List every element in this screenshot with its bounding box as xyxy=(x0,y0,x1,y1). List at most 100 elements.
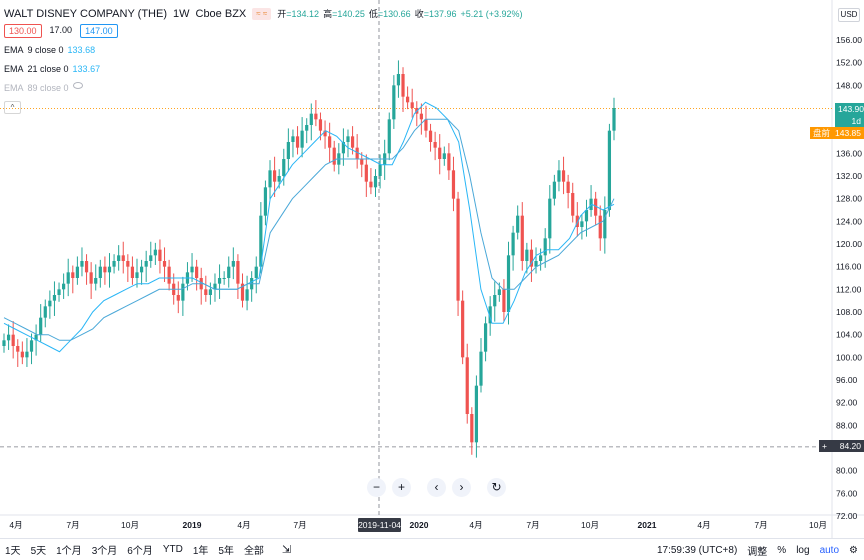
x-tick-label: 7月 xyxy=(526,520,539,530)
candle-body xyxy=(57,289,61,295)
candle-body xyxy=(11,334,15,346)
candle-body xyxy=(16,346,20,352)
candle-body xyxy=(20,351,24,358)
candle-body xyxy=(217,278,222,284)
range-3m[interactable]: 3个月 xyxy=(91,546,118,557)
candle-body xyxy=(80,261,84,267)
candle-body xyxy=(2,340,6,346)
log-toggle[interactable]: log xyxy=(796,544,810,556)
chart-nav: − + ‹ › ↻ xyxy=(367,478,506,497)
candle-body xyxy=(433,142,437,148)
last-price-label: 143.90 xyxy=(835,103,864,115)
range-6m[interactable]: 6个月 xyxy=(127,546,153,557)
adjust-toggle[interactable]: 调整 xyxy=(747,546,768,558)
x-tick-label: 2019 xyxy=(183,520,202,530)
y-tick-label: 108.00 xyxy=(836,307,862,317)
legend: WALT DISNEY COMPANY (THE) 1W Cboe BZX ≈ … xyxy=(4,7,523,114)
candle-body xyxy=(314,113,318,120)
zoom-out-icon[interactable]: − xyxy=(367,478,386,497)
candle-body xyxy=(442,153,446,159)
order-row: 130.00 17.00 147.00 xyxy=(4,24,523,38)
candle-body xyxy=(488,306,492,324)
scroll-left-icon[interactable]: ‹ xyxy=(427,478,446,497)
y-tick-label: 120.00 xyxy=(836,239,862,249)
ema89-legend[interactable]: EMA 89 close 0 xyxy=(4,81,523,95)
symbol-name[interactable]: WALT DISNEY COMPANY (THE) xyxy=(4,8,167,20)
candle-body xyxy=(603,210,607,239)
range-all[interactable]: 全部 xyxy=(243,546,264,557)
y-tick-label: 148.00 xyxy=(836,80,862,90)
candle-body xyxy=(360,159,364,165)
candle-body xyxy=(525,249,529,261)
scroll-right-icon[interactable]: › xyxy=(452,478,471,497)
candle-body xyxy=(483,323,488,352)
candle-body xyxy=(29,340,34,352)
candle-body xyxy=(98,266,102,278)
candle-body xyxy=(222,278,226,279)
add-alert-icon[interactable]: + xyxy=(822,441,827,451)
x-tick-label: 7月 xyxy=(754,520,767,530)
premarket-value: 143.85 xyxy=(835,128,861,138)
interval[interactable]: 1W xyxy=(173,8,190,20)
candle-body xyxy=(117,255,121,261)
date-range-icon[interactable]: ⇲ xyxy=(281,544,292,556)
candle-body xyxy=(474,385,479,443)
candle-body xyxy=(497,289,501,295)
candle-body xyxy=(167,266,171,284)
candle-body xyxy=(139,266,144,273)
candle-body xyxy=(580,221,584,227)
candle-body xyxy=(612,108,616,131)
sell-button[interactable]: 130.00 xyxy=(4,24,42,38)
spread: 17.00 xyxy=(49,25,73,35)
candle-body xyxy=(126,261,130,267)
ema9-value: 133.68 xyxy=(67,45,96,55)
candle-body xyxy=(236,261,240,284)
currency-button[interactable]: USD xyxy=(838,8,860,22)
ema21-legend[interactable]: EMA 21 close 0 133.67 xyxy=(4,62,523,76)
candle-body xyxy=(107,266,112,273)
collapse-legend-icon[interactable]: ^ xyxy=(4,101,21,114)
eye-hidden-icon[interactable] xyxy=(72,82,83,89)
percent-toggle[interactable]: % xyxy=(777,544,787,556)
ema21-params: 21 close 0 xyxy=(27,64,69,74)
clock[interactable]: 17:59:39 (UTC+8) xyxy=(656,544,738,556)
bottom-toolbar: 1天 5天 1个月 3个月 6个月 YTD 1年 5年 全部 ⇲ 17:59:3… xyxy=(0,538,864,560)
candle-body xyxy=(575,215,579,227)
candle-body xyxy=(350,136,355,148)
range-5y[interactable]: 5年 xyxy=(218,546,234,557)
candle-body xyxy=(162,261,167,267)
candle-body xyxy=(121,255,125,261)
buy-button[interactable]: 147.00 xyxy=(80,24,118,38)
candle-body xyxy=(34,334,38,341)
candle-body xyxy=(534,261,538,267)
candle-body xyxy=(598,215,602,239)
reset-chart-icon[interactable]: ↻ xyxy=(487,478,506,497)
range-ytd[interactable]: YTD xyxy=(162,544,183,555)
candle-body xyxy=(277,176,281,182)
candle-body xyxy=(75,266,79,278)
range-5d[interactable]: 5天 xyxy=(30,546,47,557)
candle-body xyxy=(566,181,570,193)
high-label: 高 xyxy=(323,9,333,19)
range-1y[interactable]: 1年 xyxy=(192,546,209,557)
settings-gear-icon[interactable]: ⚙ xyxy=(849,544,858,556)
ohlc-values: 开 =134.12 高 =140.25 低 =130.66 收 =137.96 +5.2… xyxy=(277,7,522,21)
zoom-in-icon[interactable]: + xyxy=(392,478,411,497)
range-1d[interactable]: 1天 xyxy=(5,546,21,557)
candle-body xyxy=(341,142,345,154)
ema9-legend[interactable]: EMA 9 close 0 133.68 xyxy=(4,43,523,57)
ema21-value: 133.67 xyxy=(72,64,101,74)
range-1m[interactable]: 1个月 xyxy=(56,546,82,557)
candle-body xyxy=(506,255,511,312)
candle-body xyxy=(447,153,451,171)
candle-body xyxy=(153,249,157,256)
auto-toggle[interactable]: auto xyxy=(819,544,840,556)
data-badge[interactable]: ≈ ≈ xyxy=(252,8,272,20)
candle-body xyxy=(396,74,401,86)
y-tick-label: 116.00 xyxy=(836,262,862,272)
candle-body xyxy=(62,283,66,290)
y-tick-label: 76.00 xyxy=(836,488,858,498)
ema9-params: 9 close 0 xyxy=(27,45,64,55)
